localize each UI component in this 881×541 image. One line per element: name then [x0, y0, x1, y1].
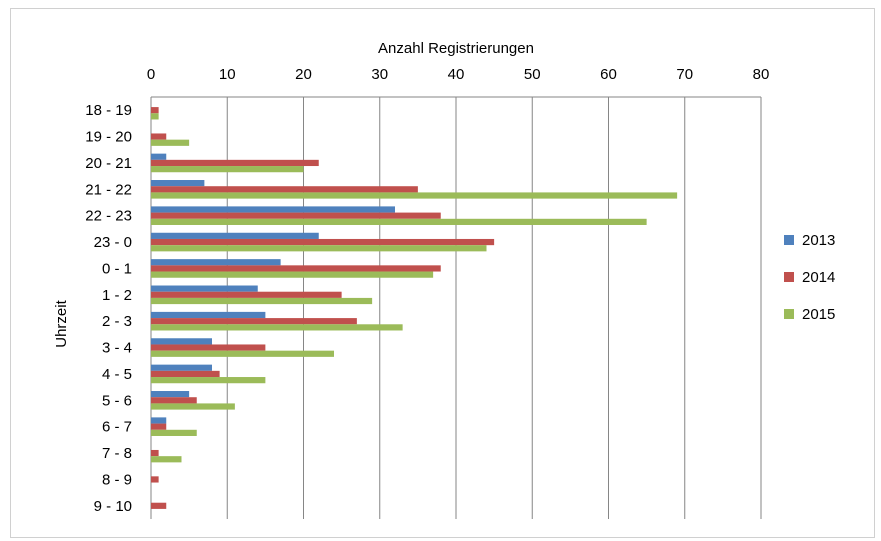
y-tick-label: 3 - 4: [102, 340, 132, 357]
x-tick-label: 20: [295, 66, 312, 83]
x-tick-label: 40: [448, 66, 465, 83]
bar-2013-3-4: [151, 338, 212, 345]
bar-2013-22-23: [151, 206, 395, 213]
bar-2014-21-22: [151, 186, 418, 193]
x-tick-labels: 0 10 20 30 40 50 60 70 80: [147, 66, 770, 83]
bar-2015-4-5: [151, 377, 266, 384]
bar-2015-21-22: [151, 192, 678, 199]
bar-2014-22-23: [151, 212, 441, 219]
bar-2014-2-3: [151, 318, 357, 325]
bar-2013-5-6: [151, 391, 190, 398]
bar-2015-19-20: [151, 139, 190, 146]
y-tick-label: 7 - 8: [102, 445, 132, 462]
bar-2014-18-19: [151, 107, 159, 114]
bar-2013-6-7: [151, 417, 167, 424]
bar-2014-1-2: [151, 291, 342, 298]
legend-swatch-2015: [784, 309, 794, 319]
bar-2014-9-10: [151, 502, 167, 509]
bar-2015-0-1: [151, 271, 434, 278]
y-tick-label: 19 - 20: [85, 129, 132, 146]
bar-2013-0-1: [151, 259, 281, 266]
bar-2013-20-21: [151, 153, 167, 160]
x-tick-label: 50: [524, 66, 541, 83]
x-tick-label: 80: [753, 66, 770, 83]
bar-2013-2-3: [151, 311, 266, 319]
y-tick-label: 20 - 21: [85, 155, 132, 172]
x-tick-label: 30: [371, 66, 388, 83]
y-tick-label: 23 - 0: [94, 234, 132, 251]
y-tick-label: 2 - 3: [102, 313, 132, 330]
bar-2015-18-19: [151, 113, 159, 120]
y-tick-label: 6 - 7: [102, 419, 132, 436]
bar-2015-22-23: [151, 218, 647, 225]
bar-2014-23-0: [151, 238, 495, 246]
bar-2015-6-7: [151, 429, 197, 436]
bars: [151, 107, 678, 509]
legend-swatch-2014: [784, 272, 794, 282]
bar-2014-19-20: [151, 133, 167, 140]
bar-2014-7-8: [151, 449, 159, 457]
bar-2013-4-5: [151, 364, 212, 371]
bar-2013-21-22: [151, 180, 205, 187]
legend-label-2014: 2014: [802, 269, 835, 286]
bar-2013-23-0: [151, 232, 319, 239]
x-tick-label: 0: [147, 66, 155, 83]
y-tick-label: 8 - 9: [102, 471, 132, 488]
bar-2014-0-1: [151, 265, 441, 272]
legend-label-2015: 2015: [802, 306, 835, 323]
legend-swatch-2013: [784, 235, 794, 245]
bar-2014-3-4: [151, 344, 266, 351]
legend-label-2013: 2013: [802, 232, 835, 249]
bar-2014-20-21: [151, 159, 319, 167]
bar-2014-5-6: [151, 397, 197, 404]
bar-2013-1-2: [151, 285, 258, 292]
y-tick-label: 22 - 23: [85, 208, 132, 225]
y-tick-label: 0 - 1: [102, 260, 132, 277]
x-tick-label: 70: [676, 66, 693, 83]
bar-2015-2-3: [151, 324, 403, 331]
bar-2015-1-2: [151, 297, 373, 305]
bar-2014-4-5: [151, 370, 220, 378]
y-tick-label: 1 - 2: [102, 287, 132, 304]
x-axis-title: Anzahl Registrierungen: [378, 40, 534, 57]
bar-2014-6-7: [151, 423, 167, 430]
y-axis-title: Uhrzeit: [53, 299, 70, 347]
bar-2015-23-0: [151, 245, 487, 252]
bar-2015-3-4: [151, 350, 334, 357]
bar-2014-8-9: [151, 476, 159, 483]
bar-2015-7-8: [151, 456, 182, 463]
bar-2015-20-21: [151, 166, 304, 173]
y-tick-label: 9 - 10: [94, 498, 132, 515]
bar-chart: Anzahl Registrierungen Uhrzeit 0 10 20 30 40…: [53, 40, 835, 519]
legend: 2013 2014 2015: [784, 232, 835, 323]
chart-frame: Anzahl Registrierungen Uhrzeit 0 10 20 30 40…: [10, 8, 875, 538]
x-tick-label: 10: [219, 66, 236, 83]
y-tick-labels: 18 - 19 19 - 20 20 - 21 21 - 22 22 - 23 23 - …: [85, 102, 132, 515]
y-tick-label: 4 - 5: [102, 366, 132, 383]
x-tick-label: 60: [600, 66, 617, 83]
y-tick-label: 18 - 19: [85, 102, 132, 119]
y-tick-label: 21 - 22: [85, 181, 132, 198]
y-tick-label: 5 - 6: [102, 392, 132, 409]
bar-2015-5-6: [151, 403, 235, 410]
